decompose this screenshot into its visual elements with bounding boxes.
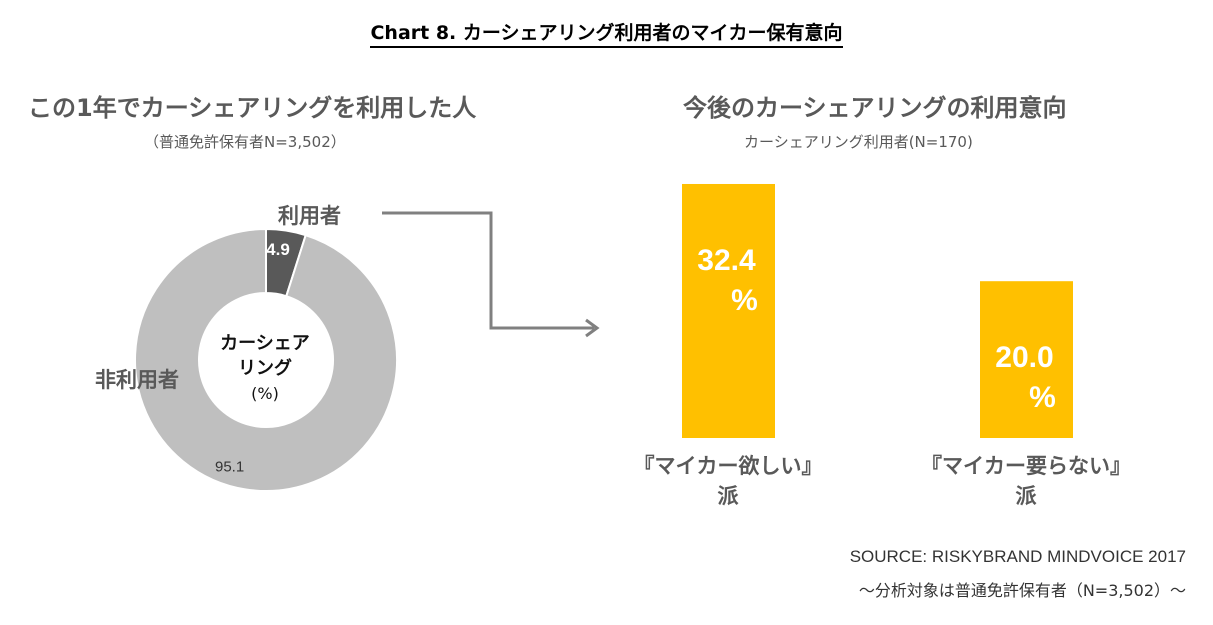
bar-2-value-label-line2: % [1029,381,1056,414]
chart-title: Chart 8. カーシェアリング利用者のマイカー保有意向 [0,18,1213,48]
center-label-line1: カーシェア [220,333,310,354]
donut-chart: 4.9 95.1 [134,227,398,492]
connector-arrow [382,211,600,338]
donut-slice-nonuser [134,227,398,492]
right-panel-subtitle: カーシェアリング利用者(N=170) [744,133,973,151]
bar-1 [682,183,775,438]
nonuser-segment-label: 非利用者 [95,368,179,392]
arrowhead-icon [585,318,600,338]
bar-2 [980,281,1073,438]
source-note: ～分析対象は普通免許保有者（N=3,502）～ [858,581,1186,600]
bar-chart: 32.4% 20.0% [682,183,1073,438]
bar-1-value-label-line2: % [731,284,758,317]
bar-2-value-label-line1: 20.0 [995,341,1053,374]
bar-category-1-line1: 『マイカー欲しい』 [633,454,823,478]
donut-value-label-nonuser: 95.1 [215,459,244,476]
bar-category-2-line1: 『マイカー要らない』 [921,454,1131,478]
chart-title-text: Chart 8. カーシェアリング利用者のマイカー保有意向 [370,22,843,48]
left-panel-title: この1年でカーシェアリングを利用した人 [28,94,477,122]
left-panel-subtitle: （普通免許保有者N=3,502） [144,133,346,151]
bar-category-label-2: 『マイカー要らない』 派 [896,451,1156,511]
donut-value-label-user: 4.9 [266,240,290,259]
bar-category-1-line2: 派 [717,484,739,508]
user-segment-label: 利用者 [278,204,341,228]
donut-center-label: カーシェア リング (%) [195,331,335,406]
source-text: SOURCE: RISKYBRAND MINDVOICE 2017 [849,547,1186,566]
bar-category-label-1: 『マイカー欲しい』 派 [598,451,858,511]
center-label-line2: リング [238,358,292,379]
connector-line [382,211,594,330]
right-panel-title: 今後のカーシェアリングの利用意向 [683,94,1067,122]
center-label-unit: (%) [251,384,279,403]
bar-1-value-label-line1: 32.4 [697,244,756,277]
bar-category-2-line2: 派 [1015,484,1037,508]
